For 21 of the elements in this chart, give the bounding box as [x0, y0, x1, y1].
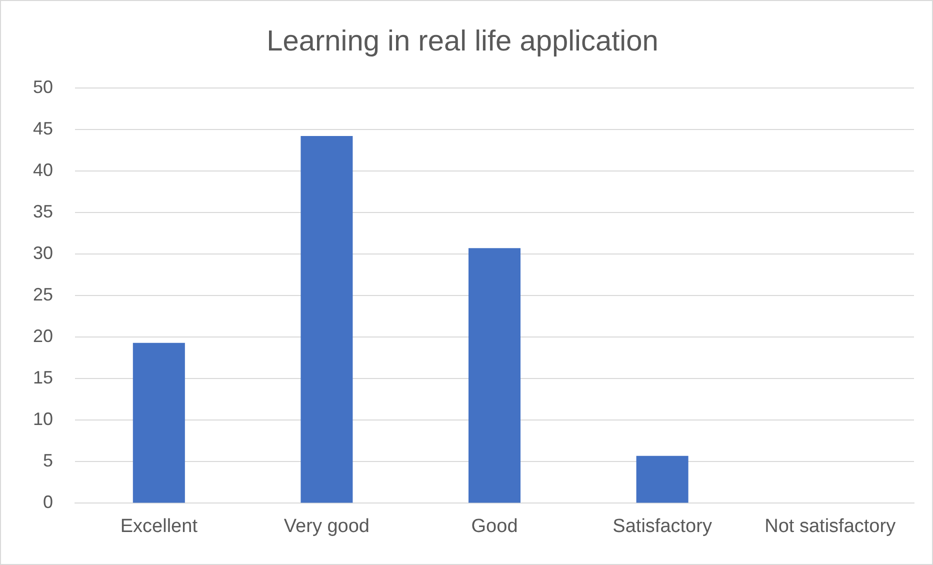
y-tick-label: 40 [32, 160, 54, 180]
bar [132, 342, 185, 503]
y-tick-label: 10 [32, 409, 54, 430]
x-tick-label: Excellent [120, 516, 198, 537]
y-tick-label: 5 [43, 450, 54, 471]
bar [468, 248, 521, 503]
bar [636, 456, 688, 503]
y-tick-label: 30 [32, 242, 54, 263]
x-tick-label: Satisfactory [612, 516, 712, 537]
y-tick-label: 45 [32, 118, 54, 138]
x-tick-label: Very good [284, 516, 370, 537]
y-tick-label: 15 [32, 368, 54, 388]
chart-title: Learning in real life application [266, 25, 658, 58]
bar [300, 136, 353, 503]
y-tick-label: 25 [32, 284, 54, 304]
x-tick-label: Not satisfactory [764, 516, 896, 537]
y-tick-label: 20 [32, 326, 54, 346]
x-tick-label: Good [471, 516, 518, 537]
y-tick-label: 0 [43, 492, 54, 512]
y-tick-label: 50 [32, 76, 54, 97]
y-tick-label: 35 [32, 201, 54, 222]
